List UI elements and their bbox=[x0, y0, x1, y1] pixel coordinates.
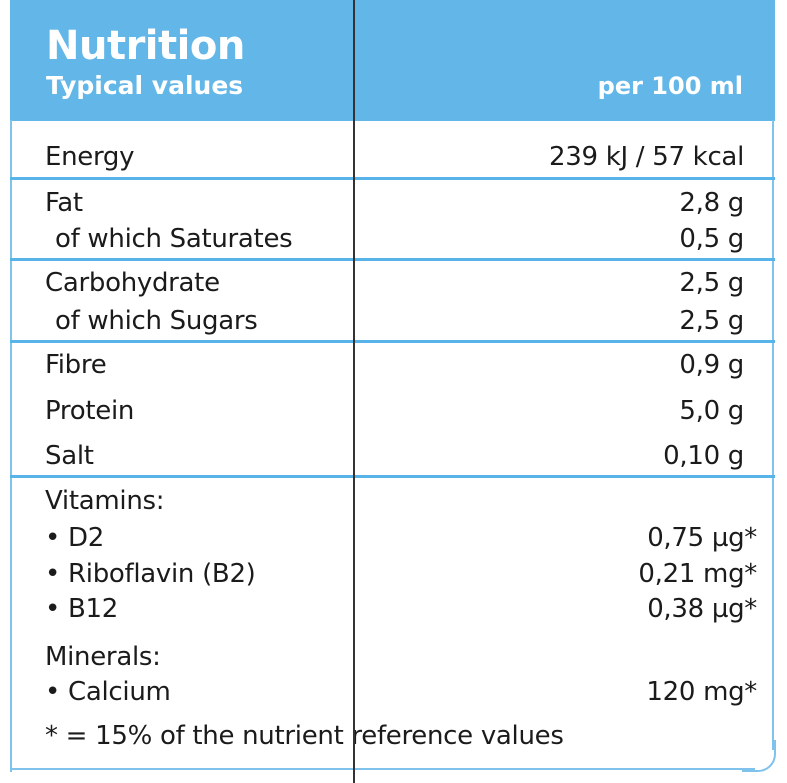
vitamins-heading: Vitamins: bbox=[45, 486, 165, 516]
table-border-right bbox=[772, 120, 774, 750]
row-energy-label: Energy bbox=[45, 142, 135, 172]
row-fibre-label: Fibre bbox=[45, 350, 107, 380]
table-title: Nutrition bbox=[46, 23, 245, 69]
row-energy-value: 239 kJ / 57 kcal bbox=[549, 142, 744, 172]
divider bbox=[10, 475, 775, 478]
divider bbox=[10, 258, 775, 261]
mineral-calcium-label: • Calcium bbox=[45, 677, 171, 707]
table-border-left bbox=[10, 120, 12, 772]
row-sugars-label: of which Sugars bbox=[55, 306, 258, 336]
footnote: * = 15% of the nutrient reference values bbox=[45, 721, 564, 751]
table-header bbox=[10, 0, 775, 121]
row-protein-value: 5,0 g bbox=[679, 396, 744, 426]
vitamin-b12-label: • B12 bbox=[45, 594, 119, 624]
vitamin-d2-label: • D2 bbox=[45, 523, 104, 553]
divider bbox=[10, 340, 775, 343]
divider bbox=[10, 177, 775, 180]
row-salt-label: Salt bbox=[45, 441, 94, 471]
mineral-calcium-value: 120 mg* bbox=[646, 677, 757, 707]
row-saturates-label: of which Saturates bbox=[55, 224, 293, 254]
row-fibre-value: 0,9 g bbox=[679, 350, 744, 380]
vitamin-b2-label: • Riboflavin (B2) bbox=[45, 559, 256, 589]
column-header: per 100 ml bbox=[597, 72, 743, 100]
table-border-corner bbox=[742, 740, 776, 772]
row-carbohydrate-value: 2,5 g bbox=[679, 268, 744, 298]
table-border-bottom bbox=[10, 768, 755, 770]
vitamin-b2-value: 0,21 mg* bbox=[638, 559, 757, 589]
row-protein-label: Protein bbox=[45, 396, 135, 426]
row-salt-value: 0,10 g bbox=[663, 441, 744, 471]
minerals-heading: Minerals: bbox=[45, 642, 161, 672]
row-carbohydrate-label: Carbohydrate bbox=[45, 268, 220, 298]
vitamin-b12-value: 0,38 µg* bbox=[647, 594, 757, 624]
table-subtitle: Typical values bbox=[46, 71, 244, 100]
vitamin-d2-value: 0,75 µg* bbox=[647, 523, 757, 553]
row-sugars-value: 2,5 g bbox=[679, 306, 744, 336]
row-fat-value: 2,8 g bbox=[679, 188, 744, 218]
column-divider bbox=[353, 0, 355, 783]
row-saturates-value: 0,5 g bbox=[679, 224, 744, 254]
row-fat-label: Fat bbox=[45, 188, 83, 218]
